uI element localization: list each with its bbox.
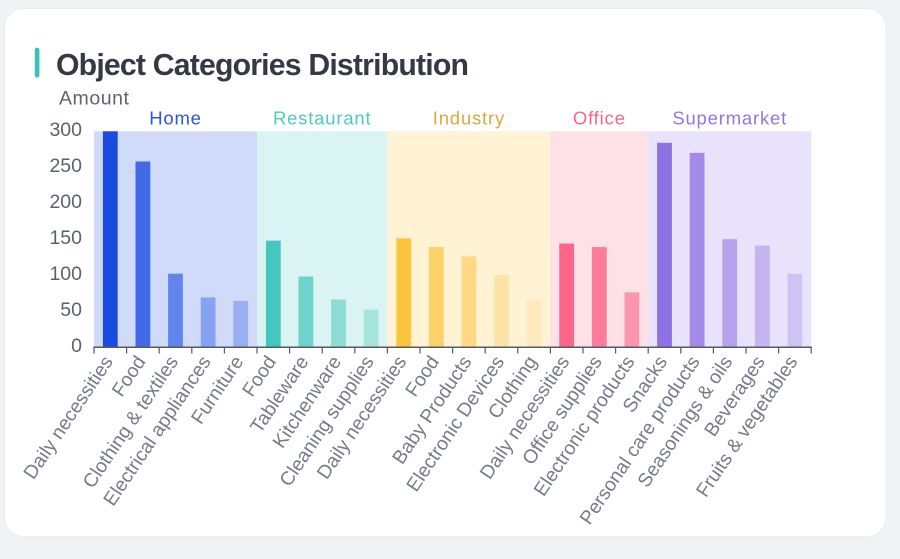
svg-text:Office: Office (573, 108, 626, 129)
svg-text:150: 150 (49, 227, 82, 249)
svg-text:0: 0 (71, 335, 82, 357)
svg-text:50: 50 (60, 299, 82, 321)
svg-text:200: 200 (49, 191, 82, 213)
svg-text:100: 100 (49, 263, 82, 285)
svg-text:300: 300 (49, 119, 82, 141)
svg-text:Supermarket: Supermarket (672, 108, 787, 129)
svg-text:Amount: Amount (59, 88, 130, 110)
svg-text:Industry: Industry (433, 108, 505, 129)
svg-text:Home: Home (149, 108, 202, 129)
svg-text:Object Categories Distribution: Object Categories Distribution (56, 49, 468, 82)
svg-text:250: 250 (49, 155, 82, 177)
svg-text:Restaurant: Restaurant (273, 108, 372, 129)
